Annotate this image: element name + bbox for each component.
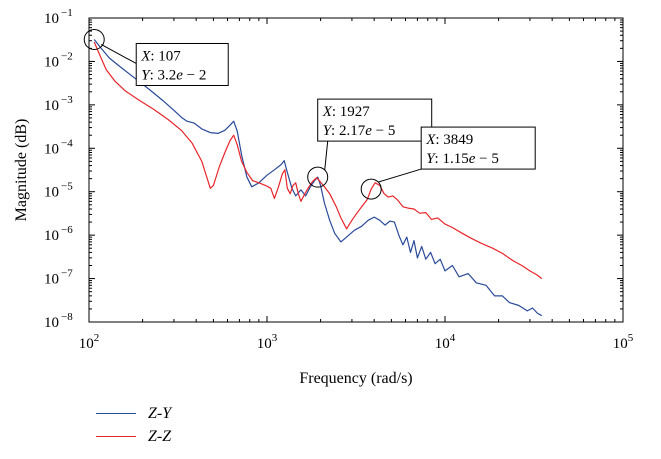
annotation-marker	[307, 166, 329, 188]
legend-label-z-y: Z-Y	[148, 404, 172, 422]
y-tick-exponent: −1	[61, 7, 73, 19]
x-tick-label: 102	[79, 332, 100, 352]
annotation-box	[420, 126, 536, 170]
annotation-leader	[324, 141, 329, 171]
y-tick-exponent: −7	[61, 268, 73, 280]
legend: Z-Y Z-Z	[96, 402, 171, 448]
annotation-y-text: Y: 3.2e − 2	[141, 67, 206, 83]
annotation-leader	[378, 168, 422, 183]
legend-item-z-y: Z-Y	[96, 402, 171, 425]
annotation-x-text: X: 107	[140, 48, 181, 64]
legend-swatch-z-y	[96, 413, 136, 414]
annotation-leader	[100, 44, 137, 64]
y-tick-label: 10	[44, 98, 59, 114]
annotation-marker	[360, 178, 382, 200]
x-tick-label: 104	[435, 332, 456, 352]
annotation-y-text: Y: 2.17e − 5	[323, 123, 396, 139]
legend-swatch-z-z	[96, 436, 136, 437]
y-tick-exponent: −5	[61, 181, 73, 193]
x-tick-label: 103	[257, 332, 278, 352]
x-tick-label: 105	[613, 332, 634, 352]
legend-item-z-z: Z-Z	[96, 425, 171, 448]
y-tick-label: 10	[44, 185, 59, 201]
y-tick-label: 10	[44, 11, 59, 27]
x-axis-label: Frequency (rad/s)	[299, 370, 412, 387]
annotation-x-text: X: 3849	[425, 132, 473, 148]
y-tick-exponent: −3	[61, 94, 73, 106]
annotation-y-text: Y: 1.15e − 5	[426, 151, 499, 167]
y-tick-exponent: −4	[61, 137, 73, 149]
annotation-box	[317, 98, 433, 142]
annotation-x-text: X: 1927	[322, 104, 371, 120]
annotation-marker	[83, 28, 105, 50]
plot-frame	[88, 17, 624, 323]
legend-label-z-z: Z-Z	[148, 427, 172, 445]
y-tick-exponent: −2	[61, 50, 73, 62]
y-tick-label: 10	[44, 272, 59, 288]
series-line-z-y	[93, 39, 543, 317]
y-tick-label: 10	[44, 54, 59, 70]
magnitude-chart: 102 103 104 10510−810−710−610−510−410−310−2…	[13, 7, 634, 387]
y-tick-label: 10	[44, 228, 59, 244]
y-tick-exponent: −6	[61, 224, 73, 236]
y-tick-label: 10	[44, 315, 59, 331]
y-tick-label: 10	[44, 141, 59, 157]
y-tick-exponent: −8	[61, 311, 73, 323]
annotation-box	[135, 42, 229, 86]
series-line-z-z	[93, 41, 543, 280]
y-axis-label: Magnitude (dB)	[13, 119, 30, 222]
